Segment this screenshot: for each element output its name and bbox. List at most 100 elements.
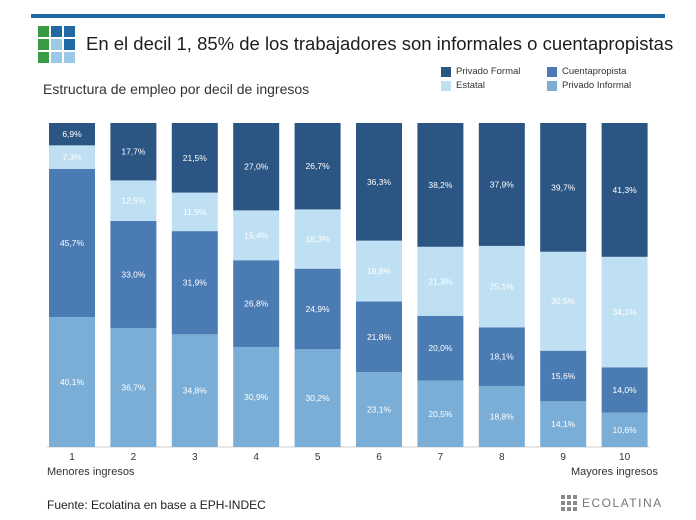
data-label: 18,8% xyxy=(367,266,392,276)
brand-mark-square xyxy=(561,501,565,505)
bar-segment xyxy=(49,145,95,170)
bar-segment xyxy=(110,180,157,221)
logo-icon xyxy=(38,26,76,64)
logo-square xyxy=(38,52,49,63)
axis-note-high-income: Mayores ingresos xyxy=(571,466,658,478)
x-tick-label: 3 xyxy=(192,452,198,463)
bar-segment xyxy=(49,123,95,146)
bar-segment xyxy=(171,334,218,447)
data-label: 34,8% xyxy=(183,386,208,396)
bar-segment xyxy=(478,245,525,328)
data-label: 21,8% xyxy=(367,332,392,342)
legend-label: Estatal xyxy=(456,80,486,91)
bar-segment xyxy=(171,231,218,335)
legend-item: Estatal xyxy=(441,80,485,91)
bar-segment xyxy=(540,251,587,351)
data-label: 34,1% xyxy=(613,307,638,317)
logo-square xyxy=(64,52,75,63)
legend-swatch xyxy=(547,66,557,77)
bar-segment xyxy=(417,123,464,247)
bar-segment xyxy=(356,372,402,447)
x-tick-label: 4 xyxy=(253,452,259,463)
data-label: 21,3% xyxy=(428,276,453,286)
legend-swatch xyxy=(441,66,451,77)
axis-note-low-income: Menores ingresos xyxy=(47,466,135,478)
legend-swatch xyxy=(441,80,451,91)
bar-segment xyxy=(540,350,587,402)
data-label: 27,0% xyxy=(244,162,269,172)
bar-segment xyxy=(601,367,648,413)
logo-square xyxy=(51,26,62,37)
data-label: 36,3% xyxy=(367,177,392,187)
data-label: 17,7% xyxy=(121,147,146,157)
x-tick-label: 10 xyxy=(619,452,631,463)
data-label: 30,9% xyxy=(244,392,269,402)
bar-segment xyxy=(540,401,587,447)
bar-segment xyxy=(49,169,95,318)
data-label: 31,9% xyxy=(183,278,208,288)
bar-segment xyxy=(356,301,402,373)
logo-square xyxy=(38,26,49,37)
data-label: 18,1% xyxy=(490,352,515,362)
data-label: 33,0% xyxy=(121,269,146,279)
bar-segment xyxy=(171,123,218,193)
brand-mark-square xyxy=(561,507,565,511)
logo-square xyxy=(64,39,75,50)
data-label: 30,2% xyxy=(306,393,331,403)
bar-segment xyxy=(356,123,402,241)
bar-segment xyxy=(478,386,525,447)
source-note: Fuente: Ecolatina en base a EPH-INDEC xyxy=(47,498,266,512)
data-label: 40,1% xyxy=(60,377,85,387)
data-label: 20,0% xyxy=(428,343,453,353)
data-label: 7,3% xyxy=(62,152,82,162)
data-label: 36,7% xyxy=(121,382,146,392)
bar-segment xyxy=(601,256,648,368)
bar-segment xyxy=(356,240,402,302)
bar-segment xyxy=(233,123,280,211)
data-label: 41,3% xyxy=(613,185,638,195)
data-label: 26,8% xyxy=(244,299,269,309)
bar-segment xyxy=(540,123,587,252)
bar-segment xyxy=(601,412,648,447)
brand-mark-square xyxy=(567,495,571,499)
data-label: 12,5% xyxy=(121,196,146,206)
brand-mark-square xyxy=(567,501,571,505)
bar-segment xyxy=(294,268,341,350)
chart-subtitle: Estructura de empleo por decil de ingres… xyxy=(43,81,310,97)
brand-mark-icon xyxy=(561,495,577,511)
legend-swatch xyxy=(547,80,557,91)
brand-mark-square xyxy=(573,501,577,505)
data-label: 10,6% xyxy=(613,425,638,435)
x-tick-label: 2 xyxy=(131,452,137,463)
brand-logo: ECOLATINA xyxy=(561,495,663,511)
bar-segment xyxy=(294,123,341,210)
data-label: 14,0% xyxy=(613,385,638,395)
data-label: 6,9% xyxy=(62,129,82,139)
data-label: 38,2% xyxy=(428,180,453,190)
data-label: 15,4% xyxy=(244,230,269,240)
x-tick-label: 6 xyxy=(376,452,382,463)
bar-segment xyxy=(294,209,341,269)
bar-segment xyxy=(233,210,280,261)
bar-segment xyxy=(478,327,525,387)
data-label: 23,1% xyxy=(367,405,392,415)
bar-segment xyxy=(417,315,464,381)
legend-item: Privado Formal xyxy=(441,66,520,77)
legend-item: Privado Informal xyxy=(547,80,631,91)
logo-square xyxy=(64,26,75,37)
data-label: 18,8% xyxy=(490,412,515,422)
brand-mark-square xyxy=(567,507,571,511)
data-label: 25,1% xyxy=(490,282,515,292)
bar-segment xyxy=(110,220,157,328)
bar-segment xyxy=(233,346,280,447)
bar-segment xyxy=(478,123,525,246)
data-label: 11,9% xyxy=(183,207,207,217)
legend-label: Privado Informal xyxy=(562,80,632,91)
chart-headline: En el decil 1, 85% de los trabajadores s… xyxy=(86,33,674,54)
data-label: 45,7% xyxy=(60,238,85,248)
data-label: 30,5% xyxy=(551,296,576,306)
brand-mark-square xyxy=(573,507,577,511)
data-label: 21,5% xyxy=(183,153,208,163)
bar-segment xyxy=(49,317,95,447)
